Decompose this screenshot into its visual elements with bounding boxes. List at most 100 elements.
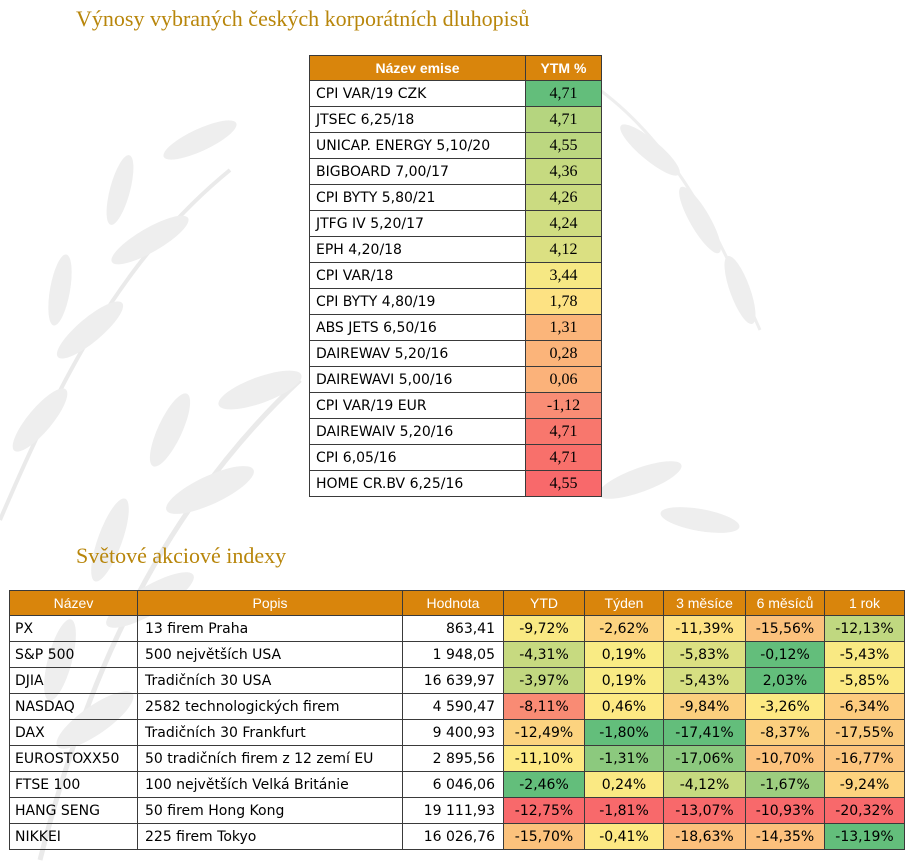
bond-name: EPH 4,20/18 [309,236,526,263]
bond-name: CPI VAR/19 EUR [309,392,526,419]
index-1y: -12,13% [824,615,905,642]
bond-row: HOME CR.BV 6,25/16 4,55 [309,470,602,497]
bond-name: UNICAP. ENERGY 5,10/20 [309,132,526,159]
index-3m: -13,07% [663,797,746,824]
index-ytd: -12,75% [503,797,585,824]
bond-row: BIGBOARD 7,00/17 4,36 [309,158,602,185]
index-ytd: -12,49% [503,719,585,746]
index-row: FTSE 100 100 největších Velká Británie 6 0… [9,771,905,798]
stocks-header-6m: 6 měsíců [745,590,825,616]
bond-ytm: 4,36 [525,158,602,185]
bonds-header-ytm: YTM % [525,55,602,81]
index-desc: 50 firem Hong Kong [137,797,403,824]
bond-ytm: 4,55 [525,132,602,159]
index-desc: 50 tradičních firem z 12 zemí EU [137,745,403,772]
bond-name: CPI BYTY 4,80/19 [309,288,526,315]
index-row: DJIA Tradičních 30 USA 16 639,97 -3,97% 0,19… [9,667,905,694]
bond-name: CPI 6,05/16 [309,444,526,471]
index-desc: 2582 technologických firem [137,693,403,720]
index-name: HANG SENG [9,797,138,824]
bond-row: DAIREWAVI 5,00/16 0,06 [309,366,602,393]
bond-row: CPI VAR/19 EUR -1,12 [309,392,602,419]
bond-row: EPH 4,20/18 4,12 [309,236,602,263]
bond-ytm: -1,12 [525,392,602,419]
index-6m: 2,03% [745,667,825,694]
index-week: -1,31% [584,745,664,772]
bond-row: JTFG IV 5,20/17 4,24 [309,210,602,237]
index-week: 0,46% [584,693,664,720]
index-1y: -5,85% [824,667,905,694]
index-ytd: -4,31% [503,641,585,668]
bond-row: DAIREWAIV 5,20/16 4,71 [309,418,602,445]
index-6m: -10,93% [745,797,825,824]
bonds-header-name: Název emise [309,55,526,81]
index-value: 9 400,93 [402,719,504,746]
bond-ytm: 4,12 [525,236,602,263]
bond-ytm: 0,06 [525,366,602,393]
index-name: DAX [9,719,138,746]
index-6m: -1,67% [745,771,825,798]
stocks-header-name: Název [9,590,138,616]
index-desc: 13 firem Praha [137,615,403,642]
index-row: PX 13 firem Praha 863,41 -9,72% -2,62% -11,39… [9,615,905,642]
bond-ytm: 4,71 [525,106,602,133]
index-name: NIKKEI [9,823,138,850]
stocks-section-title: Světové akciové indexy [76,543,287,568]
index-6m: -14,35% [745,823,825,850]
bond-row: CPI 6,05/16 4,71 [309,444,602,471]
bond-ytm: 1,78 [525,288,602,315]
index-6m: -8,37% [745,719,825,746]
bonds-section-title: Výnosy vybraných českých korporátních dl… [76,6,530,31]
index-3m: -11,39% [663,615,746,642]
stocks-header-value: Hodnota [402,590,504,616]
bond-ytm: 1,31 [525,314,602,341]
index-value: 1 948,05 [402,641,504,668]
index-6m: -0,12% [745,641,825,668]
index-name: NASDAQ [9,693,138,720]
bonds-table: Název emise YTM % CPI VAR/19 CZK 4,71 JTSE… [309,55,602,497]
index-6m: -15,56% [745,615,825,642]
index-ytd: -15,70% [503,823,585,850]
stocks-header-3m: 3 měsíce [663,590,746,616]
index-row: DAX Tradičních 30 Frankfurt 9 400,93 -12,49… [9,719,905,746]
stocks-table: Název Popis Hodnota YTD Týden 3 měsíce 6… [9,590,905,850]
index-value: 16 639,97 [402,667,504,694]
index-name: PX [9,615,138,642]
index-3m: -17,06% [663,745,746,772]
bond-row: CPI VAR/19 CZK 4,71 [309,80,602,107]
index-name: FTSE 100 [9,771,138,798]
index-desc: Tradičních 30 Frankfurt [137,719,403,746]
index-3m: -5,83% [663,641,746,668]
index-week: 0,19% [584,667,664,694]
bond-name: CPI VAR/19 CZK [309,80,526,107]
index-value: 6 046,06 [402,771,504,798]
bond-ytm: 4,71 [525,418,602,445]
index-row: NASDAQ 2582 technologických firem 4 590,47… [9,693,905,720]
bond-name: DAIREWAVI 5,00/16 [309,366,526,393]
index-6m: -10,70% [745,745,825,772]
index-ytd: -9,72% [503,615,585,642]
index-row: HANG SENG 50 firem Hong Kong 19 111,93 -12,… [9,797,905,824]
stocks-header-1y: 1 rok [824,590,905,616]
bond-ytm: 3,44 [525,262,602,289]
index-3m: -9,84% [663,693,746,720]
index-1y: -5,43% [824,641,905,668]
index-3m: -17,41% [663,719,746,746]
index-3m: -18,63% [663,823,746,850]
index-name: EUROSTOXX50 [9,745,138,772]
stocks-header-week: Týden [584,590,664,616]
bond-ytm: 4,24 [525,210,602,237]
index-1y: -20,32% [824,797,905,824]
index-6m: -3,26% [745,693,825,720]
bond-row: ABS JETS 6,50/16 1,31 [309,314,602,341]
index-name: DJIA [9,667,138,694]
index-value: 2 895,56 [402,745,504,772]
index-week: -1,81% [584,797,664,824]
index-row: EUROSTOXX50 50 tradičních firem z 12 zemí… [9,745,905,772]
index-3m: -4,12% [663,771,746,798]
index-1y: -16,77% [824,745,905,772]
index-week: -1,80% [584,719,664,746]
index-value: 19 111,93 [402,797,504,824]
index-3m: -5,43% [663,667,746,694]
index-row: S&P 500 500 největších USA 1 948,05 -4,31% 0… [9,641,905,668]
